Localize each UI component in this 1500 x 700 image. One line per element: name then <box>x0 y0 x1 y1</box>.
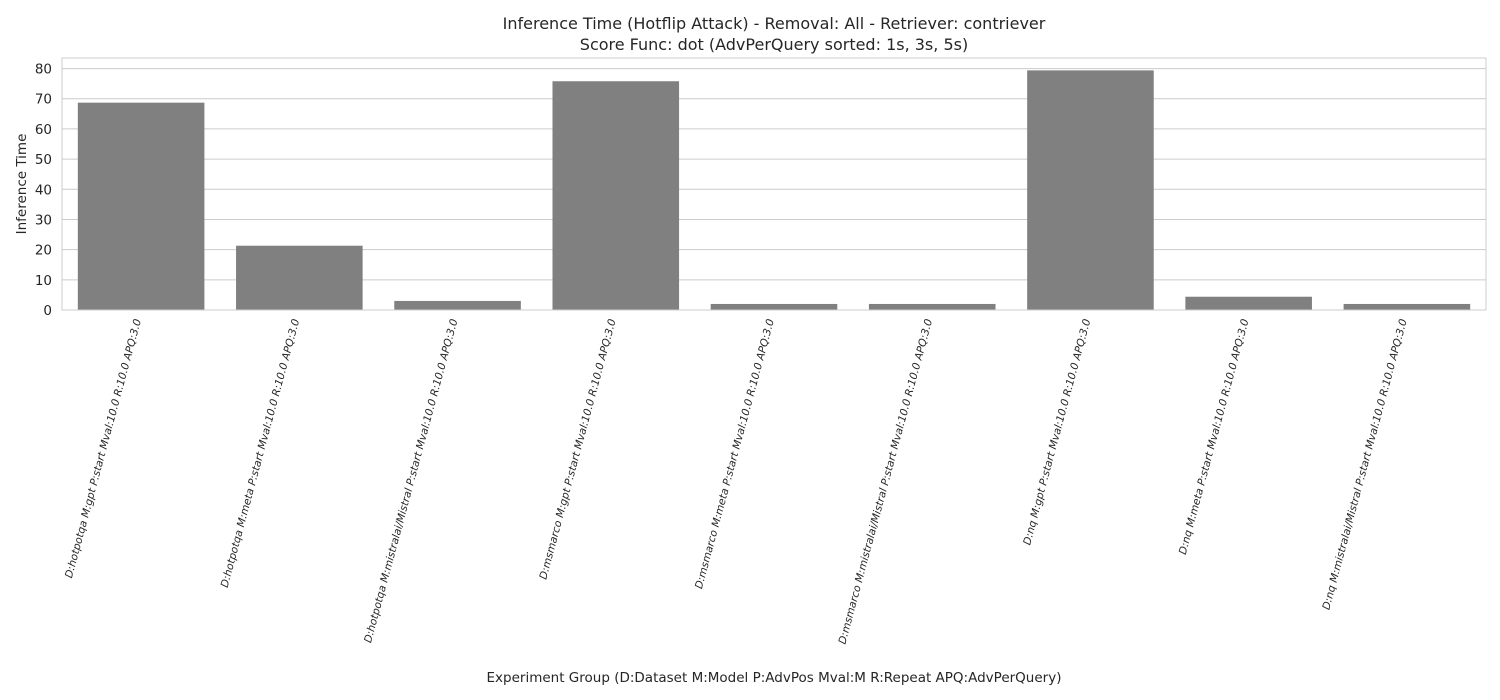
bar <box>1185 296 1312 310</box>
y-tick-labels: 0 10 20 30 40 50 60 70 80 <box>35 62 52 319</box>
bar <box>1027 70 1154 310</box>
x-tick-label: D:hotpotqa M:mistralai/Mistral P:start M… <box>362 317 460 644</box>
plot-frame <box>61 57 1487 311</box>
x-tick-label: D:hotpotqa M:gpt P:start Mval:10.0 R:10.… <box>63 317 144 579</box>
bar <box>552 81 680 310</box>
chart-subtitle: Score Func: dot (AdvPerQuery sorted: 1s,… <box>580 35 968 54</box>
x-axis-label: Experiment Group (D:Dataset M:Model P:Ad… <box>487 670 1062 686</box>
y-tick-label: 40 <box>35 182 52 198</box>
bar <box>77 102 205 311</box>
x-tick-label: D:msmarco M:meta P:start Mval:10.0 R:10.… <box>693 317 777 590</box>
bar <box>394 300 521 310</box>
y-axis-label: Inference Time <box>14 134 30 235</box>
bar <box>710 303 838 310</box>
y-tick-label: 60 <box>35 122 52 138</box>
x-tick-label: D:nq M:meta P:start Mval:10.0 R:10.0 APQ… <box>1177 317 1252 555</box>
bar <box>1343 303 1471 310</box>
x-tick-label: D:msmarco M:mistralai/Mistral P:start Mv… <box>837 317 936 645</box>
x-tick-label: D:nq M:gpt P:start Mval:10.0 R:10.0 APQ:… <box>1021 317 1093 546</box>
y-tick-label: 70 <box>35 92 52 108</box>
y-tick-label: 50 <box>35 152 52 168</box>
bar <box>868 303 996 310</box>
x-tick-label: D:msmarco M:gpt P:start Mval:10.0 R:10.0… <box>537 317 618 580</box>
chart-title: Inference Time (Hotflip Attack) - Remova… <box>503 14 1046 33</box>
x-tick-label: D:nq M:mistralai/Mistral P:start Mval:10… <box>1320 317 1409 611</box>
y-tick-label: 20 <box>35 243 52 259</box>
y-tick-label: 30 <box>35 212 52 228</box>
bars <box>77 70 1471 311</box>
x-tick-label: D:hotpotqa M:meta P:start Mval:10.0 R:10… <box>219 317 303 589</box>
bar <box>236 245 363 310</box>
y-tick-label: 80 <box>35 62 52 78</box>
y-tick-label: 10 <box>35 273 52 289</box>
y-tick-label: 0 <box>43 303 52 319</box>
x-tick-labels: D:hotpotqa M:gpt P:start Mval:10.0 R:10.… <box>63 317 1410 645</box>
